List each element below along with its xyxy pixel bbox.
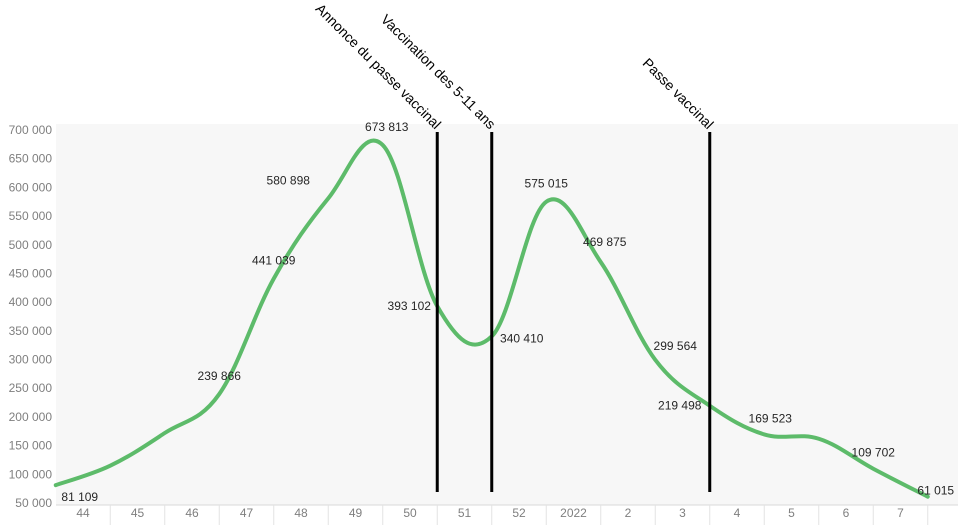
data-label: 673 813 [365,120,409,134]
x-tick-label: 48 [294,506,308,520]
series-layer [53,138,930,499]
data-label: 61 015 [917,484,954,498]
x-tick-label: 47 [240,506,254,520]
data-labels: 81 109 239 866 441 039 580 898 673 813 393 10… [61,120,954,504]
y-tick-label: 650 000 [9,152,53,166]
y-tick-label: 500 000 [9,238,53,252]
x-tick-label: 2 [625,506,632,520]
y-tick-label: 600 000 [9,180,53,194]
data-label: 299 564 [654,339,698,353]
x-tick-label: 50 [403,506,417,520]
x-tick-label: 6 [843,506,850,520]
x-tick-dividers [56,504,958,525]
series-line [53,138,930,499]
y-tick-label: 50 000 [15,496,52,510]
y-tick-label: 300 000 [9,353,53,367]
x-tick-label: 2022 [560,506,587,520]
y-tick-label: 100 000 [9,467,53,481]
y-tick-label: 150 000 [9,439,53,453]
data-label: 81 109 [61,490,98,504]
data-label: 441 039 [252,254,296,268]
data-label: 340 410 [500,331,544,345]
x-tick-label: 3 [679,506,686,520]
plot-background [56,124,958,505]
data-label: 393 102 [388,299,432,313]
data-label: 469 875 [583,235,627,249]
y-tick-label: 450 000 [9,266,53,280]
y-tick-label: 200 000 [9,410,53,424]
data-label: 239 866 [198,369,242,383]
data-label: 575 015 [525,177,569,191]
y-tick-label: 700 000 [9,123,53,137]
x-tick-label: 46 [185,506,199,520]
y-tick-label: 350 000 [9,324,53,338]
x-tick-label: 5 [788,506,795,520]
x-tick-label: 4 [734,506,741,520]
annotation-label: Passe vaccinal [640,55,717,132]
x-tick-label: 52 [512,506,526,520]
data-label: 169 523 [749,411,793,425]
data-label: 580 898 [267,173,311,187]
x-tick-label: 7 [897,506,904,520]
x-axis-ticks: 44 45 46 47 48 49 50 51 52 2022 2 3 4 5 6 7 [76,506,904,520]
x-tick-label: 44 [76,506,90,520]
y-tick-label: 400 000 [9,295,53,309]
data-label: 109 702 [852,446,896,460]
data-label: 219 498 [658,399,702,413]
y-tick-label: 250 000 [9,381,53,395]
x-tick-label: 49 [349,506,363,520]
y-tick-label: 550 000 [9,209,53,223]
y-axis-ticks: 50 000 100 000 150 000 200 000 250 000 300 00… [9,123,53,510]
x-tick-label: 45 [131,506,145,520]
x-tick-label: 51 [458,506,472,520]
